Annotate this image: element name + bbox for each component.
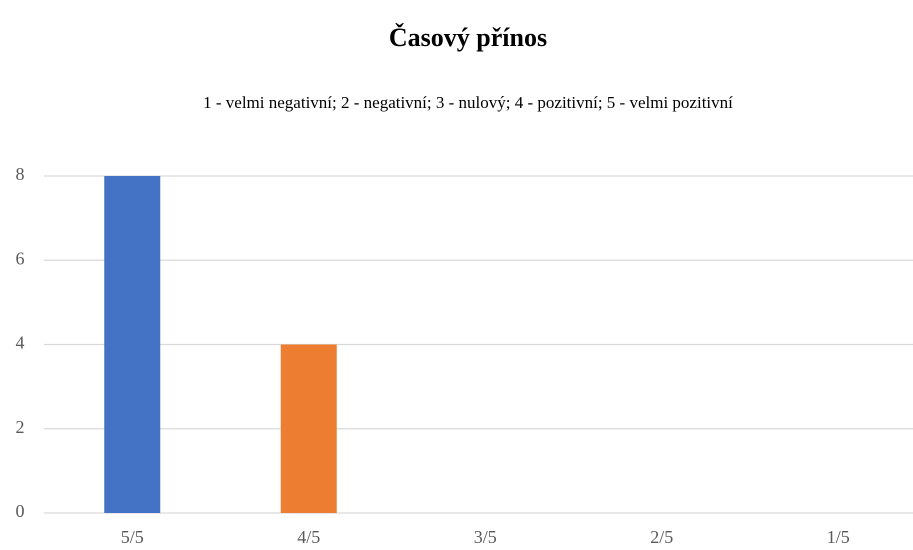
x-tick-label: 5/5 bbox=[121, 527, 144, 547]
x-tick-label: 3/5 bbox=[474, 527, 497, 547]
x-tick-label: 1/5 bbox=[827, 527, 850, 547]
y-tick-label: 4 bbox=[16, 333, 25, 353]
y-tick-label: 0 bbox=[16, 501, 25, 521]
x-tick-label: 4/5 bbox=[297, 527, 320, 547]
bar bbox=[104, 176, 161, 513]
x-tick-label: 2/5 bbox=[650, 527, 673, 547]
y-tick-label: 8 bbox=[16, 164, 25, 184]
y-tick-label: 6 bbox=[16, 248, 25, 268]
bar bbox=[280, 344, 337, 513]
chart-subtitle: 1 - velmi negativní; 2 - negativní; 3 - … bbox=[203, 93, 733, 112]
chart-title: Časový přínos bbox=[389, 23, 547, 52]
y-tick-label: 2 bbox=[16, 417, 25, 437]
